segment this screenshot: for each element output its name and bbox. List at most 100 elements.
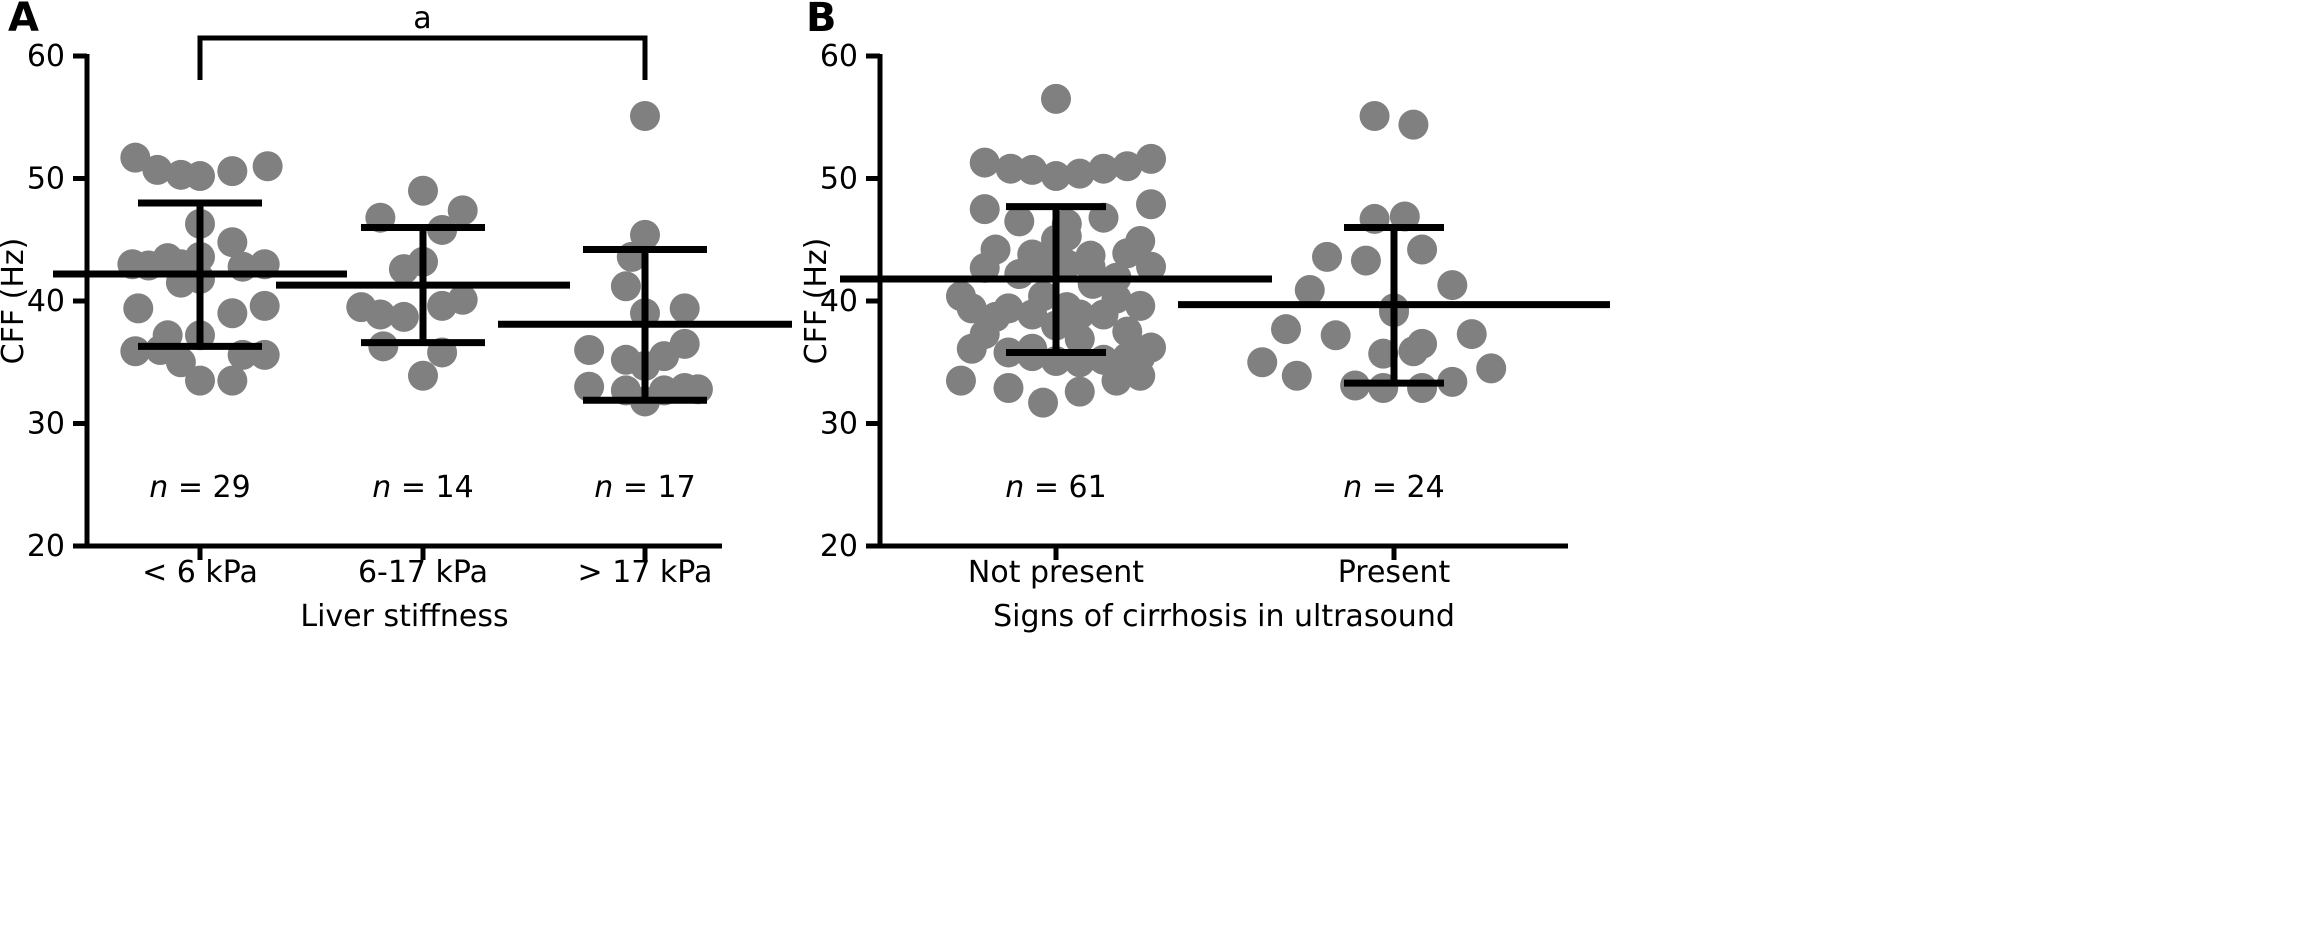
data-point — [995, 153, 1026, 184]
group-0 — [840, 83, 1272, 418]
data-point — [123, 293, 154, 324]
data-point — [1112, 316, 1143, 347]
data-point — [1017, 154, 1048, 185]
data-point — [1004, 206, 1035, 237]
n-label-value: = 24 — [1362, 470, 1444, 505]
data-point — [1136, 143, 1167, 174]
n-label-symbol: n — [149, 470, 168, 505]
data-point — [1247, 347, 1278, 378]
data-point — [969, 194, 1000, 225]
y-tick-label: 50 — [27, 162, 65, 197]
data-point — [1041, 161, 1071, 192]
data-point — [1281, 360, 1312, 391]
data-point — [447, 284, 478, 315]
data-point — [1125, 342, 1156, 373]
data-point — [1028, 248, 1059, 279]
data-point — [368, 331, 399, 362]
data-point — [120, 142, 151, 173]
data-point — [217, 365, 248, 396]
data-point — [217, 298, 248, 329]
data-point — [1028, 387, 1059, 418]
data-point — [447, 195, 478, 226]
data-point — [956, 333, 987, 364]
data-point — [1017, 299, 1048, 330]
x-tick-label: Present — [1338, 555, 1451, 590]
data-point — [217, 227, 248, 258]
data-point — [1320, 320, 1351, 351]
n-label-symbol: n — [594, 470, 613, 505]
data-point — [1101, 365, 1132, 396]
chart-panel-b: B 20 30 40 50 60 CFF (Hz) Not present Present Sig… — [799, 0, 1610, 634]
data-point — [388, 301, 419, 332]
data-point — [142, 154, 173, 185]
n-label-value: = 29 — [168, 470, 250, 505]
data-point — [956, 293, 987, 324]
n-label: n = 61 — [1005, 470, 1106, 505]
x-axis-title: Signs of cirrhosis in ultrasound — [993, 599, 1455, 634]
y-tick-label: 20 — [27, 529, 65, 564]
data-point — [1125, 290, 1156, 321]
n-label: n = 14 — [372, 470, 473, 505]
n-label-value: = 14 — [391, 470, 473, 505]
data-point — [1398, 336, 1429, 367]
data-point — [1407, 234, 1438, 265]
significance-label: a — [413, 1, 431, 36]
data-point — [969, 147, 1000, 178]
data-point — [1312, 241, 1343, 272]
data-point — [1398, 109, 1429, 140]
n-label: n = 24 — [1343, 470, 1444, 505]
data-point — [1088, 153, 1119, 184]
data-point — [185, 161, 215, 192]
x-tick-label: < 6 kPa — [142, 555, 258, 590]
significance-bracket — [197, 35, 648, 80]
y-tick-label: 30 — [27, 407, 65, 442]
n-label-symbol: n — [1005, 470, 1024, 505]
data-point — [1456, 319, 1487, 350]
data-point — [1437, 366, 1468, 397]
n-label-value: = 17 — [613, 470, 695, 505]
n-label: n = 29 — [149, 470, 250, 505]
data-point — [252, 151, 283, 182]
group-2 — [498, 101, 792, 417]
y-tick-label: 50 — [820, 162, 858, 197]
group-1 — [276, 175, 570, 391]
data-point — [1407, 372, 1438, 403]
data-point — [1017, 333, 1048, 364]
data-point — [945, 365, 976, 396]
data-point — [1064, 323, 1095, 354]
x-tick-label: Not present — [968, 555, 1144, 590]
data-point — [1088, 202, 1119, 233]
data-point — [1064, 158, 1095, 189]
data-point — [1350, 245, 1381, 276]
data-point — [165, 347, 196, 378]
n-label: n = 17 — [594, 470, 695, 505]
x-tick-label: > 17 kPa — [578, 555, 713, 590]
data-point — [574, 335, 605, 365]
group-1 — [1178, 101, 1610, 403]
data-point — [630, 101, 660, 132]
n-label-value: = 61 — [1024, 470, 1106, 505]
y-axis-title: CFF (Hz) — [0, 238, 31, 365]
panel-label: B — [806, 0, 837, 41]
data-point — [1041, 83, 1071, 114]
data-point — [969, 252, 1000, 283]
y-tick-label: 60 — [27, 39, 65, 74]
data-point — [1136, 189, 1167, 220]
y-tick-label: 20 — [820, 529, 858, 564]
data-point — [669, 328, 700, 359]
chart-panel-a: A 20 30 40 50 60 CFF (Hz) < 6 kPa 6-17 kPa > 17 k… — [0, 0, 792, 634]
data-point — [152, 320, 183, 351]
data-point — [669, 293, 700, 324]
data-point — [1077, 268, 1108, 299]
data-point — [1294, 274, 1325, 305]
data-point — [1064, 376, 1095, 407]
y-tick-label: 60 — [820, 39, 858, 74]
data-point — [980, 301, 1011, 332]
data-point — [610, 271, 641, 302]
x-axis-title: Liver stiffness — [300, 599, 508, 634]
data-point — [408, 175, 438, 206]
data-point — [574, 371, 605, 402]
panel-label: A — [8, 0, 39, 41]
data-point — [682, 374, 713, 405]
